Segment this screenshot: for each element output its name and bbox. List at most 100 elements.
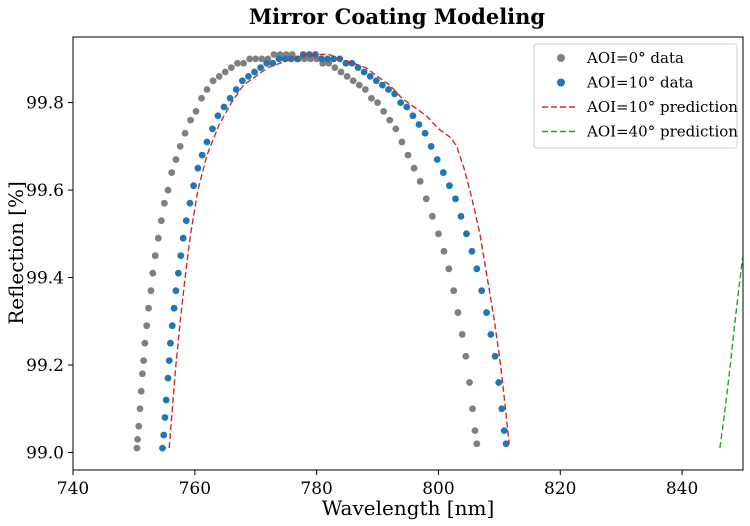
series-0-point [270, 51, 278, 58]
series-1-point [165, 357, 173, 365]
series-1-point [220, 103, 228, 111]
series-1-point [473, 265, 481, 273]
x-tick-label: 760 [179, 479, 211, 499]
legend-label-2: AOI=10° prediction [586, 98, 738, 116]
legend: AOI=0° data AOI=10° data AOI=10° predictio… [533, 43, 738, 149]
series-1-point [372, 77, 380, 85]
series-1-point [186, 199, 194, 207]
series-1-point [433, 156, 441, 163]
series-0-point [450, 287, 458, 295]
series-0-point [221, 68, 229, 76]
series-0-point [445, 265, 453, 273]
series-1-point [170, 304, 178, 312]
series-0-point [133, 444, 141, 452]
y-tick-label: 99.8 [26, 94, 64, 114]
series-0-point [392, 125, 400, 133]
series-1-point [463, 230, 470, 238]
series-0-point [458, 331, 466, 338]
y-tick-label: 99.6 [26, 181, 64, 201]
x-axis: 740 760 780 800 820 840 [57, 470, 698, 499]
series-0-point [258, 55, 266, 63]
x-tick-label: 740 [57, 479, 89, 499]
series-0-point [398, 138, 406, 146]
series-0-point [240, 59, 247, 67]
series-0-point [454, 309, 462, 316]
series-1-point [403, 103, 411, 111]
series-1-point [214, 112, 222, 120]
series-0-point [386, 116, 394, 124]
y-tick-label: 99.0 [26, 444, 64, 464]
series-0-point [337, 68, 345, 76]
series-1-point [498, 405, 506, 413]
series-1-point [415, 121, 423, 128]
legend-box [533, 43, 738, 149]
series-1-point [487, 331, 495, 338]
series-1-point [164, 374, 172, 382]
series-1-point [161, 414, 169, 421]
series-0-point [134, 435, 141, 443]
series-0-point [137, 387, 145, 395]
series-0-point [157, 217, 165, 225]
series-0-point [172, 156, 180, 163]
series-0-point [374, 99, 381, 107]
y-tick-label: 99.2 [26, 356, 64, 376]
series-3-line [719, 252, 743, 449]
series-1-point [198, 151, 206, 159]
series-1-point [318, 55, 325, 63]
legend-label-3: AOI=40° prediction [586, 123, 738, 141]
series-1-point [275, 55, 283, 63]
series-0-point [151, 252, 159, 260]
x-tick-label: 780 [300, 479, 332, 499]
series-0-point [252, 55, 260, 63]
series-0-point [466, 379, 473, 386]
series-1-point [172, 287, 180, 295]
series-0-point [164, 186, 172, 194]
series-0-point [192, 107, 200, 115]
legend-label-0: AOI=0° data [586, 49, 684, 67]
series-1-point [427, 142, 435, 150]
series-1-point [257, 64, 264, 72]
series-1-point [409, 112, 417, 120]
series-0-point [145, 304, 152, 312]
series-0-point [428, 212, 436, 220]
series-1-point [457, 212, 465, 220]
series-1-point [269, 59, 277, 67]
legend-marker-1 [557, 78, 565, 87]
series-0-point [234, 59, 241, 67]
series-0-point [198, 94, 205, 102]
series-1-point [226, 94, 234, 102]
series-0-point [471, 427, 479, 435]
legend-label-1: AOI=10° data [586, 74, 694, 92]
series-0-point [149, 269, 157, 277]
series-1-point [203, 138, 211, 146]
series-1-point [468, 247, 476, 255]
series-1-point [245, 72, 252, 80]
series-1-point [385, 86, 392, 93]
series-0-point [469, 405, 476, 413]
series-1-point [263, 59, 271, 67]
series-0-point [168, 169, 176, 176]
series-0-point [154, 234, 162, 242]
series-1-point [160, 431, 168, 439]
series-0-point [141, 339, 149, 347]
series-0-point [404, 151, 412, 159]
y-axis-label: Reflection [%] [4, 181, 28, 325]
series-1-point [502, 440, 510, 448]
series-0-point [176, 142, 184, 150]
series-1-point [162, 396, 170, 404]
series-1-point [446, 182, 453, 190]
series-1-point [495, 379, 503, 386]
series-1-point [452, 195, 459, 203]
series-0-point [246, 55, 254, 63]
series-1-point [379, 81, 386, 89]
series-0-point [435, 230, 442, 238]
series-0-point [147, 287, 155, 295]
series-0-point [355, 81, 363, 89]
series-0-point [343, 72, 351, 80]
series-1-point [238, 77, 246, 85]
series-1-point [421, 129, 429, 137]
series-0-point [380, 107, 388, 115]
series-0-point [227, 64, 235, 72]
series-1-point [168, 322, 176, 330]
